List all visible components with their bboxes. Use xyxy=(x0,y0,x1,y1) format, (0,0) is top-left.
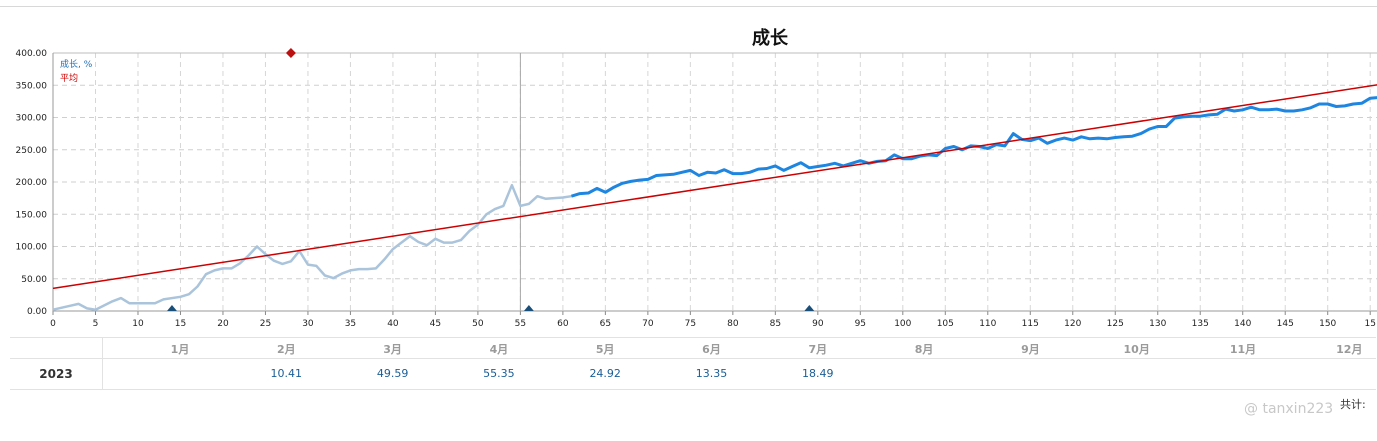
y-tick-label: 50.00 xyxy=(21,275,47,285)
x-tick-label: 110 xyxy=(979,319,996,329)
x-tick-label: 5 xyxy=(93,319,99,329)
x-tick-label: 25 xyxy=(260,319,271,329)
legend-average: 平均 xyxy=(60,72,78,84)
y-tick-label: 250.00 xyxy=(16,146,48,156)
x-tick-label: 10 xyxy=(132,319,144,329)
month-label: 8月 xyxy=(914,343,934,356)
x-tick-label: 15 xyxy=(1364,319,1375,329)
event-triangle-marker xyxy=(523,305,534,311)
legend: 成长, % 平均 xyxy=(60,58,93,84)
monthly-value: 49.59 xyxy=(376,367,409,380)
growth-line-recent xyxy=(570,96,1377,198)
x-tick-label: 0 xyxy=(50,319,56,329)
x-tick-label: 95 xyxy=(855,319,866,329)
monthly-value: 24.92 xyxy=(589,367,621,380)
grid-layer xyxy=(53,52,1377,311)
x-tick-label: 20 xyxy=(217,319,229,329)
monthly-value: 55.35 xyxy=(483,367,515,380)
total-label: 共计: xyxy=(1340,398,1366,411)
month-label: 6月 xyxy=(702,343,721,356)
x-tick-label: 75 xyxy=(685,319,696,329)
x-tick-label: 90 xyxy=(812,319,824,329)
month-label: 7月 xyxy=(808,343,828,356)
x-tick-label: 30 xyxy=(302,319,314,329)
month-label: 10月 xyxy=(1123,343,1150,356)
axis-layer: 0.00 50.00 100.00 150.00 200.00 250.00 300.00 3… xyxy=(16,49,1377,329)
y-tick-label: 350.00 xyxy=(16,81,48,91)
x-tick-label: 45 xyxy=(430,319,441,329)
y-tick-label: 200.00 xyxy=(16,178,48,188)
x-tick-label: 125 xyxy=(1107,319,1124,329)
x-tick-label: 130 xyxy=(1149,319,1166,329)
x-tick-label: 100 xyxy=(894,319,911,329)
x-tick-label: 140 xyxy=(1234,319,1251,329)
month-label: 9月 xyxy=(1021,343,1040,356)
x-tick-label: 105 xyxy=(937,319,954,329)
y-tick-label: 400.00 xyxy=(16,49,48,59)
x-tick-label: 50 xyxy=(472,319,484,329)
series-layer xyxy=(52,84,1377,311)
month-label: 12月 xyxy=(1336,343,1363,356)
monthly-value: 18.49 xyxy=(802,367,834,380)
x-tick-label: 40 xyxy=(387,319,399,329)
monthly-returns-table: 1月 2月 3月 4月 5月 6月 7月 8月 9月 10月 11月 12月 2023 10.41 49… xyxy=(10,337,1376,390)
y-tick-label: 300.00 xyxy=(16,114,48,124)
x-tick-label: 60 xyxy=(557,319,569,329)
watermark: @ tanxin223 xyxy=(1244,401,1334,417)
y-tick-label: 0.00 xyxy=(27,307,47,317)
table-bottom-border xyxy=(10,389,1376,390)
growth-line-history xyxy=(52,183,572,311)
table-top-border xyxy=(10,337,1376,338)
event-triangle-marker xyxy=(166,305,177,311)
average-line xyxy=(52,84,1377,290)
marker-layer xyxy=(166,48,815,311)
event-diamond-marker xyxy=(285,48,296,58)
monthly-value: 10.41 xyxy=(270,367,303,380)
table-header-divider xyxy=(10,358,1376,359)
y-tick-label: 100.00 xyxy=(16,243,48,253)
y-tick-label: 150.00 xyxy=(16,210,48,220)
x-tick-label: 85 xyxy=(770,319,781,329)
month-label: 4月 xyxy=(489,343,509,356)
growth-chart: 0.00 50.00 100.00 150.00 200.00 250.00 300.00 3… xyxy=(16,48,1377,329)
event-triangle-marker xyxy=(804,305,815,311)
table-column-divider xyxy=(102,337,103,390)
x-tick-label: 15 xyxy=(175,319,186,329)
monthly-value: 13.35 xyxy=(695,367,728,380)
month-label: 5月 xyxy=(595,343,615,356)
x-tick-label: 70 xyxy=(642,319,654,329)
x-tick-label: 145 xyxy=(1277,319,1294,329)
x-tick-label: 55 xyxy=(515,319,526,329)
x-tick-label: 120 xyxy=(1064,319,1081,329)
chart-title: 成长 xyxy=(752,28,788,49)
month-label: 11月 xyxy=(1229,343,1257,356)
month-label: 3月 xyxy=(383,343,402,356)
month-label: 2月 xyxy=(276,343,296,356)
x-tick-label: 65 xyxy=(600,319,611,329)
x-tick-label: 35 xyxy=(345,319,356,329)
x-tick-label: 150 xyxy=(1319,319,1336,329)
legend-growth: 成长, % xyxy=(60,58,93,70)
month-label: 1月 xyxy=(170,343,190,356)
x-tick-label: 115 xyxy=(1022,319,1039,329)
year-label: 2023 xyxy=(39,367,73,381)
x-tick-label: 135 xyxy=(1192,319,1209,329)
x-tick-label: 80 xyxy=(727,319,739,329)
top-border xyxy=(0,0,1377,7)
